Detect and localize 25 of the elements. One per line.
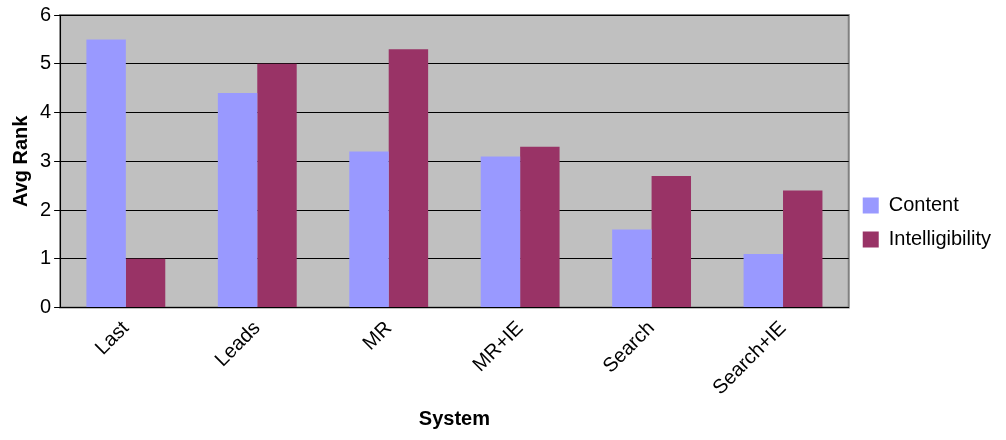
bar <box>257 63 297 308</box>
y-tick-label: 5 <box>40 51 52 74</box>
y-axis-title: Avg Rank <box>8 114 31 208</box>
bar <box>86 39 126 308</box>
bar <box>651 175 692 308</box>
y-tick-label: 6 <box>40 2 52 25</box>
y-tick-label: 0 <box>40 295 52 318</box>
y-tick-label: 1 <box>40 246 52 269</box>
legend-label: Content <box>888 193 960 216</box>
y-tick-label: 4 <box>40 100 52 123</box>
bar <box>349 151 389 308</box>
bar <box>612 229 652 308</box>
x-tick-label: Last <box>90 315 133 359</box>
x-axis-title: System <box>418 406 491 429</box>
x-tick-label: MR <box>357 316 396 354</box>
bar <box>783 190 823 308</box>
bar <box>480 156 521 308</box>
legend-label: Intelligibility <box>888 227 991 250</box>
bar <box>125 258 166 308</box>
bar <box>520 146 560 308</box>
y-tick-label: 2 <box>40 197 52 220</box>
bar <box>743 253 784 308</box>
bar <box>388 49 429 308</box>
y-tick-label: 3 <box>40 148 52 171</box>
bar <box>217 93 258 308</box>
